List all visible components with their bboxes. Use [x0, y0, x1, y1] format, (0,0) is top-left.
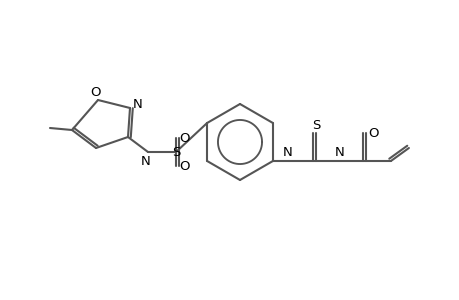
Text: O: O [179, 131, 190, 145]
Text: N: N [282, 146, 292, 158]
Text: S: S [172, 146, 180, 158]
Text: N: N [141, 154, 151, 167]
Text: O: O [368, 127, 378, 140]
Text: N: N [334, 146, 344, 158]
Text: N: N [133, 98, 143, 110]
Text: S: S [311, 118, 319, 131]
Text: O: O [179, 160, 190, 172]
Text: O: O [90, 85, 101, 98]
